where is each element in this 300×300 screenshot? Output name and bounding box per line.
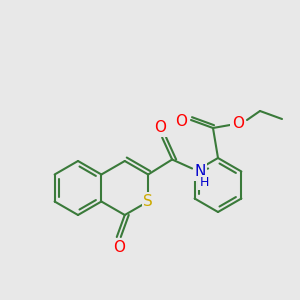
Text: O: O [175,115,187,130]
Text: O: O [232,116,244,130]
Text: S: S [143,194,153,209]
Text: O: O [154,120,166,135]
Text: H: H [200,176,209,189]
Text: N: N [194,164,206,179]
Text: O: O [113,239,125,254]
